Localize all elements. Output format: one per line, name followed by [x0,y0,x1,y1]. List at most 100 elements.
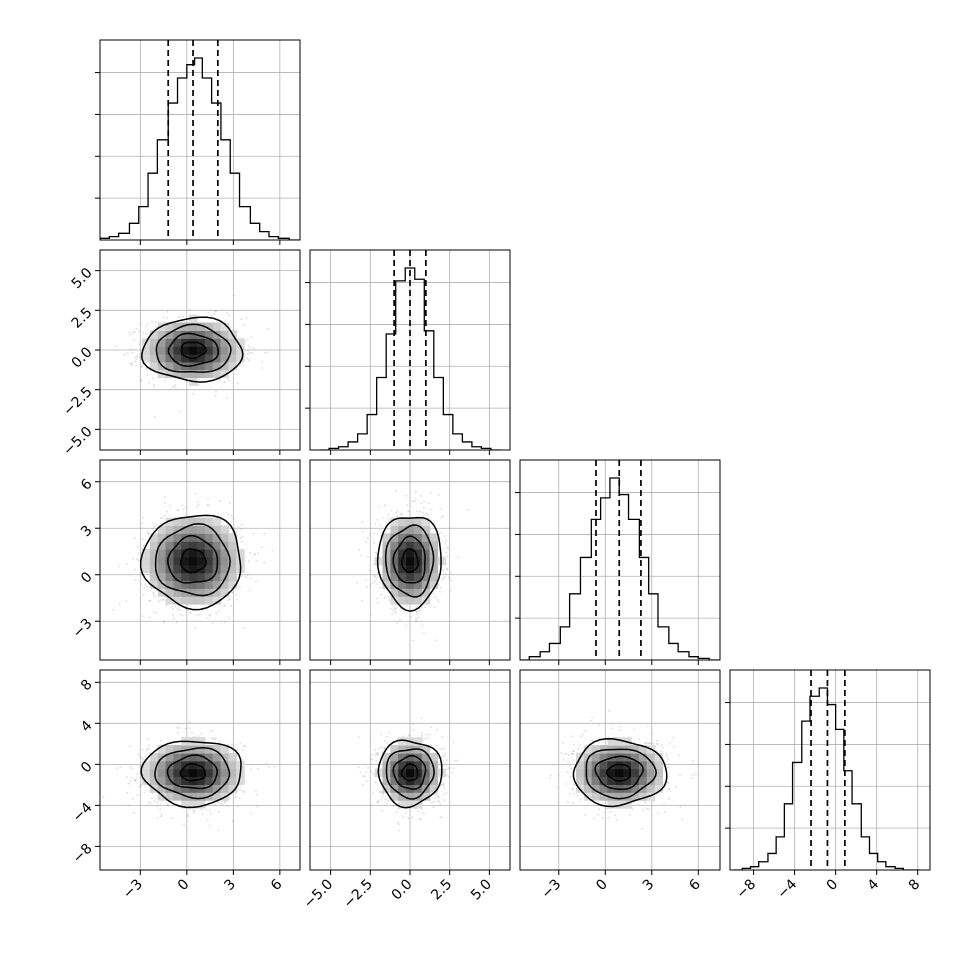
scatter-point [243,626,246,629]
scatter-point [377,763,379,766]
scatter-point [435,744,438,747]
density-cell [398,737,407,746]
density-cell [599,760,609,770]
scatter-point [133,778,136,781]
scatter-point [172,617,175,620]
y-tick-label-p3: −3 [70,616,96,642]
scatter-point [166,803,169,805]
scatter-point [193,809,195,812]
scatter-point [367,556,369,558]
x-tick-label-p2: 0.0 [389,876,416,903]
y-tick-label-p3: 6 [78,476,96,494]
contour-p4-p1-2 [154,747,231,800]
density-cell [413,800,423,809]
scatter-point [228,314,231,317]
scatter-point [433,606,436,609]
scatter-point [667,766,669,768]
density-p4-p1 [102,721,275,832]
scatter-point [255,580,257,583]
scatter-point [569,775,572,778]
scatter-point [371,754,374,756]
scatter-point [362,783,365,786]
density-cell [181,784,190,793]
scatter-point [373,563,375,566]
density-cell [406,556,415,566]
panel-p4-p1: −8 −4 0 4 8 −3 0 3 6 [70,669,301,902]
density-cell [398,752,407,762]
density-cell [421,745,431,754]
density-cell [212,792,222,801]
scatter-point [134,356,137,359]
density-cell [623,760,632,770]
scatter-point [134,579,137,581]
density-cell [591,784,601,793]
scatter-point [418,607,421,610]
scatter-point [162,599,165,601]
density-cell [142,353,151,363]
density-cell [220,525,229,534]
density-cell [398,800,407,809]
density-cell [607,776,616,785]
scatter-point [177,509,180,512]
scatter-point [117,565,120,568]
scatter-point [217,810,220,813]
density-cell [165,361,174,371]
density-cell [189,346,198,355]
scatter-point [457,555,459,558]
density-cell [204,330,214,339]
scatter-point [439,803,442,806]
scatter-point [444,542,447,545]
contour-p2-p1-2 [155,323,232,373]
scatter-point [442,783,445,786]
density-cell [413,752,423,762]
scatter-point [267,765,270,768]
scatter-point [181,504,184,507]
scatter-point [376,801,379,804]
density-cell [236,346,245,355]
density-cell [212,346,222,355]
density-cell [212,322,222,331]
contour-p4-p1-1 [166,754,218,790]
scatter-point [446,768,448,771]
density-cell [165,525,174,534]
scatter-point [387,518,390,520]
contour-p4-p2-1 [392,754,427,790]
density-cell [398,768,407,778]
density-cell [165,338,174,347]
scatter-point [377,754,379,756]
density-cell [429,580,439,589]
scatter-point [182,315,185,318]
panel-p4-p4: −8 −4 0 4 8 [725,669,931,902]
scatter-point [147,747,150,750]
scatter-point [387,731,390,734]
scatter-point [194,493,197,495]
scatter-point [136,558,138,561]
scatter-point [179,410,182,413]
y-tick-label-p2: −5.0 [60,424,95,459]
scatter-point [212,737,214,739]
scatter-point [148,382,151,385]
density-cell [583,776,593,785]
scatter-point [163,502,166,504]
scatter-point [384,795,387,798]
density-cell [204,572,214,582]
scatter-point [123,353,126,356]
scatter-point [376,800,379,803]
density-cell [631,792,640,801]
scatter-point [174,384,177,386]
density-cell [421,549,431,558]
panel-frame [309,459,511,661]
density-cell [149,353,159,363]
density-cell [638,776,648,785]
density-cell [173,784,182,793]
scatter-point [235,593,238,596]
scatter-point [695,773,697,775]
scatter-point [405,625,408,627]
scatter-point [140,785,143,787]
scatter-point [240,524,243,526]
scatter-point [379,586,381,589]
density-cell [421,580,431,589]
density-cell [204,596,214,605]
y-tick-label-p2: −2.5 [60,384,95,419]
scatter-point [411,500,414,502]
